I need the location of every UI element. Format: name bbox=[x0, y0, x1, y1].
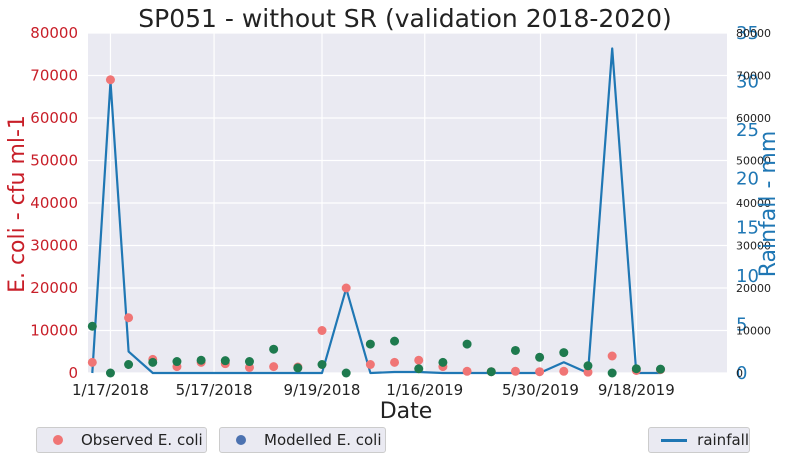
x-tick-label: 1/17/2018 bbox=[72, 381, 149, 399]
modelled-point bbox=[390, 336, 400, 346]
modelled-point bbox=[172, 357, 182, 367]
y-tick-label: 40000 bbox=[30, 194, 78, 212]
observed-point bbox=[607, 351, 617, 361]
modelled-point bbox=[631, 364, 641, 374]
modelled-marker-icon bbox=[236, 435, 246, 445]
y2-axis-label: Rainfall - mm bbox=[756, 131, 781, 278]
y2-tick-label: 25 bbox=[736, 120, 759, 141]
y2-tick-label: 15 bbox=[736, 217, 759, 238]
x-tick-label: 5/17/2018 bbox=[176, 381, 253, 399]
observed-point bbox=[559, 366, 569, 376]
y3-tick-label: 80000 bbox=[736, 27, 771, 40]
modelled-point bbox=[486, 367, 496, 377]
y3-tick-label: 30000 bbox=[736, 240, 771, 253]
modelled-point bbox=[583, 361, 593, 371]
x-tick-label: 9/19/2018 bbox=[284, 381, 361, 399]
modelled-point bbox=[341, 368, 351, 378]
grid bbox=[88, 32, 727, 374]
y3-tick-label: 70000 bbox=[736, 70, 771, 83]
observed-point bbox=[341, 283, 351, 293]
y3-tick-label: 60000 bbox=[736, 112, 771, 125]
modelled-point bbox=[607, 368, 617, 378]
x-tick-label: 9/18/2019 bbox=[598, 381, 675, 399]
modelled-point bbox=[317, 360, 327, 369]
observed-point bbox=[583, 367, 593, 377]
observed-point bbox=[87, 357, 97, 367]
modelled-point bbox=[244, 357, 254, 367]
y-tick-label: 60000 bbox=[30, 109, 78, 127]
legend-observed: Observed E. coli bbox=[36, 427, 207, 453]
rainfall-line-icon bbox=[661, 438, 688, 442]
y3-tick-label: 10000 bbox=[736, 325, 771, 338]
legend-label-modelled: Modelled E. coli bbox=[264, 431, 382, 449]
observed-point bbox=[414, 355, 424, 365]
y3-tick-label: 20000 bbox=[736, 282, 771, 295]
modelled-point bbox=[220, 356, 230, 366]
observed-point bbox=[124, 313, 134, 323]
modelled-point bbox=[124, 360, 134, 369]
y-tick-label: 50000 bbox=[30, 152, 78, 170]
y-tick-label: 70000 bbox=[30, 67, 78, 85]
observed-point bbox=[317, 326, 327, 335]
x-axis-label: Date bbox=[380, 399, 433, 424]
observed-point bbox=[105, 75, 115, 85]
modelled-point bbox=[535, 352, 545, 362]
y-tick-label: 30000 bbox=[30, 237, 78, 255]
legend-label-observed: Observed E. coli bbox=[81, 431, 203, 449]
x-tick-label: 5/30/2019 bbox=[502, 381, 579, 399]
y-axis-label: E. coli - cfu ml-1 bbox=[5, 115, 30, 293]
observed-point bbox=[269, 362, 279, 372]
rainfall-line bbox=[91, 47, 661, 375]
observed-point bbox=[365, 360, 375, 369]
y-tick-label: 20000 bbox=[30, 279, 78, 297]
y3-tick-label: 40000 bbox=[736, 197, 771, 210]
modelled-point bbox=[269, 344, 279, 354]
modelled-point bbox=[196, 355, 206, 365]
chart-title: SP051 - without SR (validation 2018-2020… bbox=[138, 4, 672, 33]
legend-modelled: Modelled E. coli bbox=[219, 427, 386, 453]
y2-tick-label: 35 bbox=[736, 23, 759, 44]
modelled-point bbox=[293, 363, 303, 373]
y2-tick-label: 10 bbox=[736, 266, 759, 287]
modelled-point bbox=[462, 339, 472, 349]
y-tick-label: 0 bbox=[68, 364, 78, 382]
y2-tick-label: 0 bbox=[736, 363, 747, 384]
y2-tick-label: 20 bbox=[736, 169, 759, 190]
y3-tick-label: 50000 bbox=[736, 155, 771, 168]
modelled-point bbox=[105, 368, 115, 378]
modelled-point bbox=[365, 339, 375, 349]
modelled-point bbox=[559, 348, 569, 358]
modelled-point bbox=[656, 364, 666, 374]
legend-label-rainfall: rainfall bbox=[697, 431, 749, 449]
modelled-point bbox=[148, 357, 158, 367]
modelled-point bbox=[438, 357, 448, 367]
modelled-point bbox=[87, 321, 97, 331]
x-tick-label: 1/16/2019 bbox=[386, 381, 463, 399]
observed-marker-icon bbox=[53, 435, 63, 445]
legend-rainfall: rainfall bbox=[648, 427, 750, 453]
y-tick-label: 80000 bbox=[30, 24, 78, 42]
axes: 0 10000 20000 30000 40000 50000 60000 70000 8000… bbox=[30, 23, 771, 399]
modelled-point bbox=[414, 364, 424, 374]
modelled-point bbox=[510, 345, 520, 355]
observed-point bbox=[510, 366, 520, 376]
y2-tick-label: 5 bbox=[736, 314, 747, 335]
observed-point bbox=[462, 366, 472, 376]
y-tick-label: 10000 bbox=[30, 322, 78, 340]
y2-tick-label: 30 bbox=[736, 72, 759, 93]
observed-point bbox=[390, 357, 400, 367]
observed-point bbox=[535, 367, 545, 377]
rainfall-series bbox=[91, 47, 661, 375]
modelled-series bbox=[87, 321, 666, 378]
y3-tick-label: 0 bbox=[736, 367, 743, 380]
